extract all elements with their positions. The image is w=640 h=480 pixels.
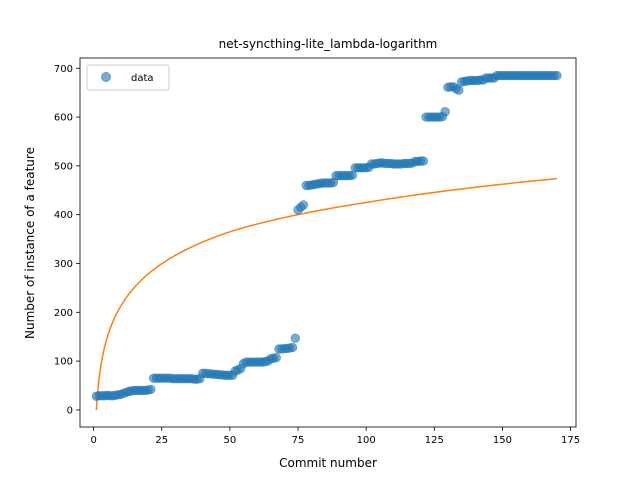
fit-line xyxy=(95,177,557,410)
plot-frame xyxy=(79,57,577,428)
chart-title: net-syncthing-lite_lambda-logarithm xyxy=(219,37,438,51)
y-tick-label: 700 xyxy=(54,64,73,75)
data-point xyxy=(440,106,450,117)
y-tick-label: 100 xyxy=(54,357,73,368)
data-point xyxy=(298,200,309,210)
y-tick-label: 500 xyxy=(54,161,73,172)
legend-box xyxy=(86,64,170,91)
x-tick-label: 50 xyxy=(224,435,237,446)
data-point xyxy=(271,352,281,363)
legend: data xyxy=(86,64,170,91)
y-axis-label: Number of instance of a feature xyxy=(23,147,37,339)
scatter-points xyxy=(91,70,562,401)
data-point xyxy=(290,333,301,343)
y-tick-label: 0 xyxy=(67,405,73,416)
data-point xyxy=(552,70,562,81)
x-tick-label: 125 xyxy=(425,435,444,446)
y-tick-label: 300 xyxy=(54,259,73,270)
data-point xyxy=(418,156,429,166)
x-axis-label: Commit number xyxy=(279,456,377,470)
data-point xyxy=(454,85,464,95)
x-tick-label: 75 xyxy=(292,435,305,446)
y-tick-label: 200 xyxy=(54,308,73,319)
x-tick-label: 150 xyxy=(493,435,512,446)
plot-area xyxy=(80,58,576,427)
legend-marker-data xyxy=(101,72,111,82)
y-axis-ticks: 0 100 200 300 400 500 600 700 xyxy=(54,64,80,416)
x-axis-ticks: 0 25 50 75 100 125 150 175 xyxy=(90,427,580,446)
y-tick-label: 600 xyxy=(54,113,73,124)
fit-layer xyxy=(95,177,557,410)
x-tick-label: 175 xyxy=(561,435,580,446)
x-tick-label: 0 xyxy=(90,435,96,446)
x-tick-label: 100 xyxy=(357,435,376,446)
x-tick-label: 25 xyxy=(155,435,168,446)
data-point xyxy=(287,342,298,353)
data-point xyxy=(146,384,156,395)
legend-label-data: data xyxy=(131,73,154,84)
y-tick-label: 400 xyxy=(54,210,73,221)
